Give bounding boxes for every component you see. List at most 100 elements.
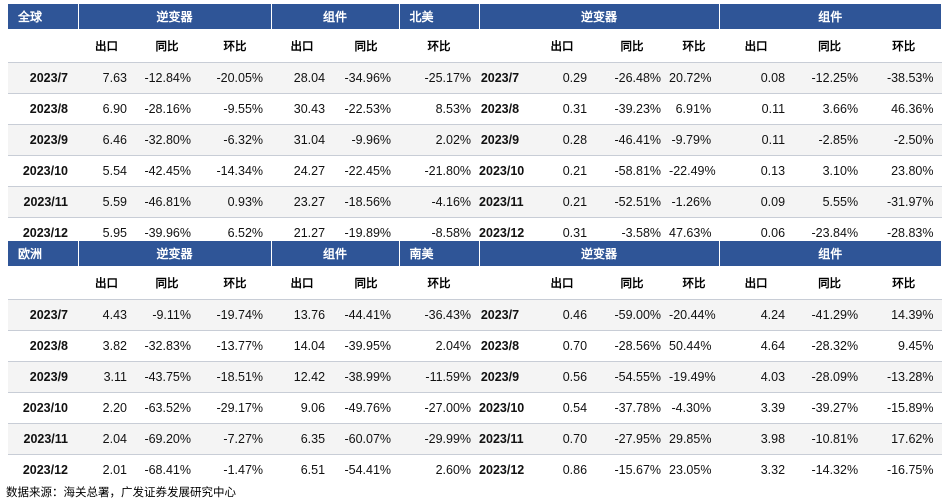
cell-left-module-export: 6.51 — [271, 454, 334, 485]
table-row: 2023/7 4.43 -9.11% -19.74% 13.76 -44.41% -36.4… — [8, 299, 942, 331]
cell-right-module-export: 0.13 — [719, 155, 794, 187]
cell-left-module-mom: -4.16% — [399, 186, 480, 218]
cell-right-module-yoy: -39.27% — [793, 392, 867, 424]
column-header-yoy: 同比 — [354, 275, 378, 290]
cell-right-inverter-mom: -22.49% — [669, 155, 720, 187]
cell-right-module-yoy: -28.09% — [793, 361, 867, 393]
cell-left-inverter-mom: -20.05% — [199, 62, 272, 94]
cell-left-module-export: 28.04 — [271, 62, 334, 94]
group-header-inverter: 逆变器 — [78, 241, 272, 266]
column-header-yoy: 同比 — [818, 38, 842, 53]
row-date: 2023/7 — [8, 62, 78, 94]
cell-right-module-export: 0.11 — [719, 93, 794, 125]
cell-left-inverter-export: 5.54 — [78, 155, 135, 187]
column-header-export: 出口 — [290, 275, 314, 290]
cell-left-inverter-yoy: -43.75% — [135, 361, 199, 393]
row-date: 2023/8 — [479, 93, 530, 125]
cell-left-inverter-yoy: -32.80% — [135, 124, 199, 156]
cell-right-module-export: 3.98 — [719, 423, 794, 455]
cell-left-inverter-yoy: -63.52% — [135, 392, 199, 424]
region-label-right: 南美 — [399, 241, 480, 266]
table-europe-south-america: 欧洲 逆变器 组件 南美 逆变器 组件 出口 同比 环比 出口 同比 环比 出口 同比 环比 出口 同比 环比 20… — [8, 241, 942, 485]
table-row: 2023/9 3.11 -43.75% -18.51% 12.42 -38.99% -11.… — [8, 361, 942, 393]
column-header-yoy: 同比 — [620, 275, 644, 290]
cell-right-module-mom: -16.75% — [866, 454, 942, 485]
cell-left-module-mom: -25.17% — [399, 62, 480, 94]
group-header-module: 组件 — [719, 241, 942, 266]
cell-right-inverter-mom: -19.49% — [669, 361, 720, 393]
cell-left-module-mom: 2.04% — [399, 330, 480, 362]
group-header-module: 组件 — [719, 4, 942, 29]
cell-right-module-yoy: 5.55% — [793, 186, 867, 218]
column-header-yoy: 同比 — [620, 38, 644, 53]
cell-left-inverter-export: 6.90 — [78, 93, 135, 125]
cell-left-inverter-yoy: -28.16% — [135, 93, 199, 125]
cell-left-inverter-mom: -1.47% — [199, 454, 272, 485]
cell-right-module-mom: -15.89% — [866, 392, 942, 424]
row-date: 2023/11 — [479, 423, 530, 455]
table-row: 2023/12 2.01 -68.41% -1.47% 6.51 -54.41% 2.60%… — [8, 454, 942, 485]
cell-left-module-export: 31.04 — [271, 124, 334, 156]
group-header-module: 组件 — [271, 4, 400, 29]
cell-left-module-mom: -27.00% — [399, 392, 480, 424]
region-label-left: 全球 — [8, 4, 79, 29]
row-date: 2023/12 — [8, 454, 78, 485]
cell-left-inverter-export: 5.59 — [78, 186, 135, 218]
cell-right-module-export: 0.11 — [719, 124, 794, 156]
row-date: 2023/9 — [479, 124, 530, 156]
cell-right-module-export: 4.64 — [719, 330, 794, 362]
row-date: 2023/11 — [479, 186, 530, 218]
cell-left-inverter-yoy: -9.11% — [135, 299, 199, 331]
source-note: 数据来源：海关总署，广发证券发展研究中心 — [6, 485, 236, 499]
table-row: 2023/9 6.46 -32.80% -6.32% 31.04 -9.96% 2.02% 2… — [8, 124, 942, 156]
cell-right-module-export: 0.08 — [719, 62, 794, 94]
row-date: 2023/10 — [8, 392, 78, 424]
cell-left-inverter-mom: -29.17% — [199, 392, 272, 424]
cell-right-inverter-export: 0.29 — [529, 62, 596, 94]
cell-right-inverter-export: 0.46 — [529, 299, 596, 331]
group-header-inverter: 逆变器 — [479, 4, 720, 29]
row-date: 2023/9 — [8, 124, 78, 156]
row-date: 2023/10 — [479, 392, 530, 424]
column-header-export: 出口 — [290, 38, 314, 53]
cell-right-module-mom: -2.50% — [866, 124, 942, 156]
cell-left-module-yoy: -18.56% — [333, 186, 400, 218]
row-date: 2023/8 — [8, 330, 78, 362]
cell-right-inverter-mom: -4.30% — [669, 392, 720, 424]
cell-right-inverter-export: 0.70 — [529, 423, 596, 455]
row-date: 2023/9 — [8, 361, 78, 393]
cell-left-module-yoy: -38.99% — [333, 361, 400, 393]
cell-right-inverter-yoy: -15.67% — [595, 454, 670, 485]
table-row: 2023/8 3.82 -32.83% -13.77% 14.04 -39.95% 2.04… — [8, 330, 942, 362]
cell-right-inverter-yoy: -54.55% — [595, 361, 670, 393]
column-header-date — [479, 29, 529, 63]
row-date: 2023/9 — [479, 361, 530, 393]
cell-right-module-mom: 46.36% — [866, 93, 942, 125]
cell-left-inverter-yoy: -32.83% — [135, 330, 199, 362]
cell-right-inverter-export: 0.28 — [529, 124, 596, 156]
header-band: 欧洲 逆变器 组件 南美 逆变器 组件 — [8, 241, 942, 266]
cell-left-module-yoy: -34.96% — [333, 62, 400, 94]
row-date: 2023/7 — [8, 299, 78, 331]
cell-left-module-export: 12.42 — [271, 361, 334, 393]
cell-right-module-yoy: -28.32% — [793, 330, 867, 362]
cell-right-inverter-export: 0.86 — [529, 454, 596, 485]
column-header-yoy: 同比 — [818, 275, 842, 290]
cell-left-inverter-mom: -7.27% — [199, 423, 272, 455]
cell-left-inverter-mom: -13.77% — [199, 330, 272, 362]
cell-right-module-mom: -13.28% — [866, 361, 942, 393]
cell-left-module-export: 23.27 — [271, 186, 334, 218]
row-date: 2023/7 — [479, 62, 530, 94]
cell-right-inverter-yoy: -52.51% — [595, 186, 670, 218]
cell-left-inverter-mom: 0.93% — [199, 186, 272, 218]
cell-left-module-export: 13.76 — [271, 299, 334, 331]
cell-right-inverter-yoy: -37.78% — [595, 392, 670, 424]
column-header-row: 出口 同比 环比 出口 同比 环比 出口 同比 环比 出口 同比 环比 — [8, 29, 942, 63]
cell-left-inverter-export: 3.11 — [78, 361, 135, 393]
cell-left-inverter-export: 4.43 — [78, 299, 135, 331]
cell-right-module-yoy: 3.66% — [793, 93, 867, 125]
cell-left-inverter-export: 2.20 — [78, 392, 135, 424]
cell-right-module-mom: 23.80% — [866, 155, 942, 187]
column-header-yoy: 同比 — [354, 38, 378, 53]
